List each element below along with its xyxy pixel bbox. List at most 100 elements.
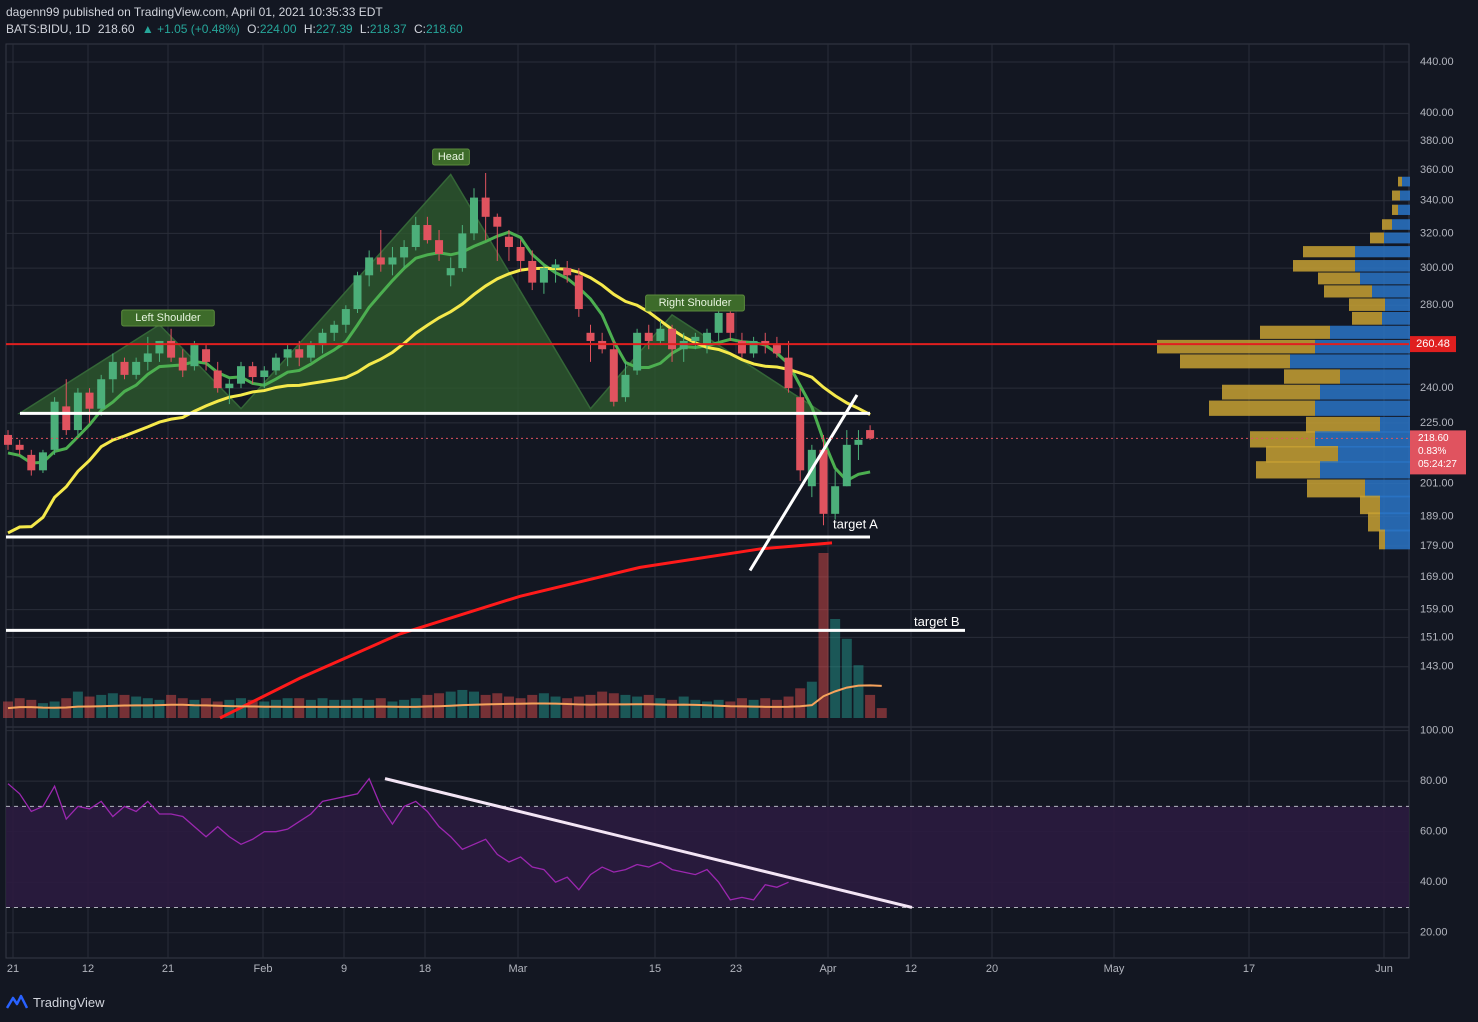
- candle-body: [237, 366, 245, 384]
- volume-bar: [37, 703, 48, 718]
- volume-profile-down: [1260, 325, 1330, 339]
- y-tick-label: 440.00: [1420, 56, 1454, 68]
- volume-bar: [713, 699, 724, 718]
- candle-body: [726, 312, 735, 333]
- volume-bar: [795, 688, 806, 718]
- candle-body: [446, 268, 455, 276]
- head-label-box: [432, 148, 470, 166]
- volume-bar: [643, 694, 654, 718]
- y-tick-label: 240.00: [1420, 382, 1454, 394]
- left-shoulder-label-box: [121, 309, 215, 327]
- x-tick-label: 15: [649, 963, 661, 975]
- candle-body: [120, 361, 129, 375]
- target-b-label: target B: [914, 614, 960, 629]
- volume-bar: [830, 619, 841, 718]
- volume-bar: [247, 699, 258, 718]
- y-tick-label: 280.00: [1420, 299, 1454, 311]
- symbol[interactable]: BATS:BIDU, 1D: [6, 22, 91, 36]
- rsi-line: [7, 777, 789, 901]
- x-tick-label: 21: [7, 963, 19, 975]
- candle-body: [761, 340, 770, 346]
- candle-body: [330, 324, 339, 333]
- volume-profile-up: [1355, 246, 1410, 258]
- y-tick-label: 225.00: [1420, 417, 1454, 429]
- rsi-tick-label: 20.00: [1420, 927, 1448, 939]
- high-label: H:: [303, 22, 316, 36]
- tradingview-logo-icon: [6, 994, 28, 1009]
- x-tick-label: 20: [986, 963, 998, 975]
- volume-profile-down: [1379, 529, 1385, 550]
- volume-profile-up: [1290, 354, 1410, 369]
- y-tick-label: 179.00: [1420, 540, 1454, 552]
- candle-body: [283, 349, 292, 358]
- volume-bar: [853, 665, 864, 718]
- rsi-tick-label: 60.00: [1420, 826, 1448, 838]
- volume-profile-up: [1380, 495, 1410, 515]
- candle-body: [598, 340, 607, 350]
- tradingview-brand[interactable]: TradingView: [6, 994, 105, 1010]
- open-value: 224.00: [259, 22, 297, 36]
- volume-profile-down: [1266, 446, 1338, 463]
- candle-body: [609, 349, 618, 402]
- volume-bar: [166, 694, 177, 718]
- candle-body: [481, 197, 490, 217]
- y-tick-label: 340.00: [1420, 195, 1454, 207]
- volume-bar: [3, 701, 13, 718]
- volume-ma-line: [7, 684, 882, 710]
- volume-profile-up: [1385, 529, 1410, 550]
- candle-body: [644, 332, 653, 341]
- rsi-tick-label: 100.00: [1420, 725, 1454, 737]
- volume-profile-down: [1318, 272, 1360, 285]
- volume-bar: [329, 699, 340, 718]
- y-tick-label: 151.00: [1420, 631, 1454, 643]
- volume-profile-up: [1315, 431, 1410, 448]
- level-price-tag: [1410, 336, 1456, 353]
- volume-bar: [259, 701, 270, 718]
- volume-bar: [224, 699, 235, 718]
- volume-profile-down: [1306, 416, 1380, 433]
- candle-body: [784, 357, 793, 389]
- volume-bar: [515, 698, 526, 718]
- volume-profile-up: [1382, 311, 1410, 325]
- y-tick-label: 143.00: [1420, 661, 1454, 673]
- volume-bar: [690, 699, 701, 718]
- candle-body: [178, 357, 187, 371]
- y-tick-label: 189.00: [1420, 511, 1454, 523]
- candle-body: [167, 340, 176, 358]
- y-tick-label: 320.00: [1420, 227, 1454, 239]
- x-tick-label: 12: [905, 963, 917, 975]
- candle-body: [248, 366, 257, 378]
- volume-bar: [725, 701, 736, 718]
- volume-bar: [702, 701, 712, 718]
- volume-bar: [387, 701, 398, 718]
- volume-bar: [527, 694, 538, 718]
- candle-body: [656, 328, 665, 341]
- candle-body: [411, 225, 420, 247]
- candle-body: [854, 439, 863, 445]
- volume-profile-down: [1307, 479, 1365, 498]
- low-label: L:: [359, 22, 370, 36]
- candle-body: [668, 328, 677, 350]
- x-tick-label: 23: [730, 963, 742, 975]
- x-tick-label: Feb: [254, 963, 273, 975]
- volume-profile-up: [1402, 176, 1410, 187]
- volume-profile-down: [1360, 495, 1380, 515]
- candle-body: [306, 345, 315, 358]
- last-price-tag-change: 0.83%: [1418, 446, 1446, 457]
- candle-body: [50, 401, 59, 450]
- last-price-tag-value: 218.60: [1418, 433, 1449, 444]
- candle-body: [470, 197, 478, 234]
- candle-body: [551, 264, 560, 269]
- x-tick-label: Apr: [819, 963, 836, 975]
- candle-body: [260, 370, 269, 378]
- change: ▲ +1.05 (+0.48%): [141, 22, 240, 36]
- volume-bar: [492, 693, 503, 718]
- x-tick-label: 21: [162, 963, 174, 975]
- volume-profile-down: [1222, 384, 1320, 400]
- high-value: 227.39: [315, 22, 353, 36]
- volume-bar: [142, 698, 153, 718]
- volume-bar: [270, 699, 281, 718]
- candle-body: [85, 392, 94, 409]
- x-tick-label: 12: [82, 963, 94, 975]
